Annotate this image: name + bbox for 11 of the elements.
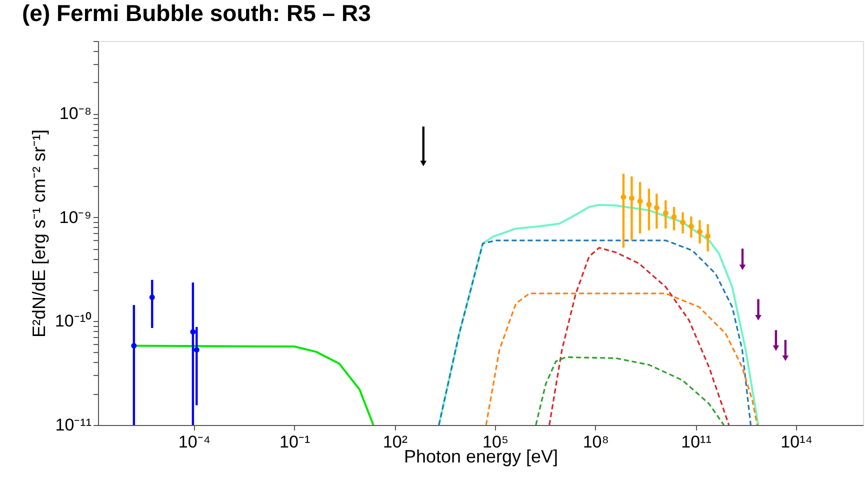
y-tick-label: 10⁻¹¹	[55, 416, 92, 434]
x-tick-label: 10¹⁴	[780, 432, 813, 452]
y-axis-title: E²dN/dE [erg s⁻¹ cm⁻² sr⁻¹]	[28, 129, 49, 338]
y-tick-label: 10⁻⁸	[59, 104, 92, 124]
chart-title: (e) Fermi Bubble south: R5 – R3	[22, 0, 371, 26]
y-tick-label: 10⁻⁹	[59, 208, 92, 227]
x-tick-label: 10⁻¹	[280, 432, 310, 452]
x-tick-label: 10⁻⁴	[178, 432, 211, 452]
y-tick-label: 10⁻¹⁰	[54, 312, 92, 331]
x-tick-label: 10¹¹	[681, 432, 712, 452]
x-tick-label: 10⁸	[582, 432, 609, 452]
